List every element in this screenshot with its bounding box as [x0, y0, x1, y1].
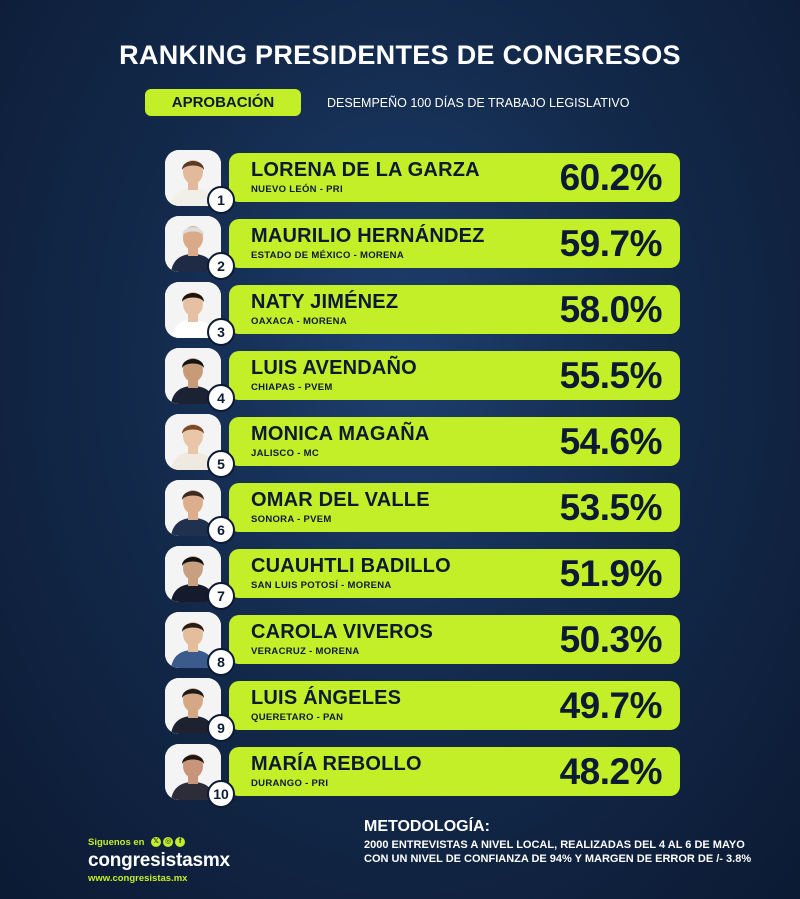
approval-percentage: 58.0%: [559, 289, 663, 330]
ranking-row: CUAUHTLI BADILLO SAN LUIS POTOSÍ - MORENA…: [165, 546, 680, 610]
rank-badge: 5: [207, 450, 235, 478]
page-title: RANKING PRESIDENTES DE CONGRESOS: [119, 40, 681, 70]
x-icon[interactable]: 𝕏: [151, 837, 162, 848]
approval-percentage: 49.7%: [559, 685, 663, 726]
ranking-row: MARÍA REBOLLO DURANGO - PRI 48.2% 10: [165, 744, 680, 808]
rank-badge: 8: [207, 648, 235, 676]
ranking-row: MAURILIO HERNÁNDEZ ESTADO DE MÉXICO - MOR…: [165, 216, 680, 280]
legislator-name: NATY JIMÉNEZ: [251, 291, 399, 313]
legislator-name: MARÍA REBOLLO: [251, 753, 422, 775]
legislator-region: JALISCO - MC: [251, 448, 319, 459]
ranking-row: MONICA MAGAÑA JALISCO - MC 54.6% 5: [165, 414, 680, 478]
follow-label: Siguenos en: [88, 837, 145, 848]
approval-bar: MAURILIO HERNÁNDEZ ESTADO DE MÉXICO - MOR…: [229, 219, 680, 268]
approval-percentage: 50.3%: [559, 619, 663, 660]
approval-bar: OMAR DEL VALLE SONORA - PVEM 53.5%: [229, 483, 680, 532]
ranking-row: OMAR DEL VALLE SONORA - PVEM 53.5% 6: [165, 480, 680, 544]
rank-badge: 10: [207, 780, 235, 808]
rank-badge: 3: [207, 318, 235, 346]
legislator-name: MONICA MAGAÑA: [251, 423, 430, 445]
ranking-row: CAROLA VIVEROS VERACRUZ - MORENA 50.3% 8: [165, 612, 680, 676]
legislator-name: CAROLA VIVEROS: [251, 621, 434, 643]
legislator-name: CUAUHTLI BADILLO: [251, 555, 451, 577]
rank-badge: 4: [207, 384, 235, 412]
ranking-row: LUIS ÁNGELES QUERETARO - PAN 49.7% 9: [165, 678, 680, 742]
rank-badge: 2: [207, 252, 235, 280]
methodology-line-2: CON UN NIVEL DE CONFIANZA DE 94% Y MARGE…: [364, 853, 752, 865]
legislator-region: ESTADO DE MÉXICO - MORENA: [251, 250, 404, 261]
ranking-row: LORENA DE LA GARZA NUEVO LEÓN - PRI 60.2% 1: [165, 150, 680, 214]
rank-badge: 9: [207, 714, 235, 742]
approval-bar: NATY JIMÉNEZ OAXACA - MORENA 58.0%: [229, 285, 680, 334]
facebook-icon[interactable]: f: [175, 837, 186, 848]
approval-bar: CUAUHTLI BADILLO SAN LUIS POTOSÍ - MORENA…: [229, 549, 680, 598]
legislator-name: MAURILIO HERNÁNDEZ: [251, 225, 485, 247]
approval-percentage: 54.6%: [559, 421, 663, 462]
brand-name: congresistasmx: [88, 850, 230, 871]
ranking-row: NATY JIMÉNEZ OAXACA - MORENA 58.0% 3: [165, 282, 680, 346]
legislator-region: CHIAPAS - PVEM: [251, 382, 333, 393]
legislator-region: VERACRUZ - MORENA: [251, 646, 360, 657]
approval-bar: MONICA MAGAÑA JALISCO - MC 54.6%: [229, 417, 680, 466]
legislator-region: SAN LUIS POTOSÍ - MORENA: [251, 580, 392, 591]
approval-bar: CAROLA VIVEROS VERACRUZ - MORENA 50.3%: [229, 615, 680, 664]
page-subtitle: DESEMPEÑO 100 DÍAS DE TRABAJO LEGISLATIV…: [327, 96, 630, 110]
legislator-name: LUIS AVENDAÑO: [251, 357, 417, 379]
approval-percentage: 59.7%: [559, 223, 663, 264]
approval-percentage: 48.2%: [559, 751, 663, 792]
legislator-region: QUERETARO - PAN: [251, 712, 344, 723]
legislator-name: LORENA DE LA GARZA: [251, 159, 480, 181]
rank-badge: 7: [207, 582, 235, 610]
rank-badge: 6: [207, 516, 235, 544]
methodology-title: METODOLOGÍA:: [364, 818, 490, 835]
legislator-name: LUIS ÁNGELES: [251, 687, 402, 709]
legislator-name: OMAR DEL VALLE: [251, 489, 430, 511]
approval-bar: MARÍA REBOLLO DURANGO - PRI 48.2%: [229, 747, 680, 796]
approval-bar: LUIS AVENDAÑO CHIAPAS - PVEM 55.5%: [229, 351, 680, 400]
legislator-region: DURANGO - PRI: [251, 778, 329, 789]
approval-badge: APROBACIÓN: [145, 89, 301, 116]
methodology-line-1: 2000 ENTREVISTAS A NIVEL LOCAL, REALIZAD…: [364, 839, 745, 851]
approval-percentage: 55.5%: [559, 355, 663, 396]
approval-percentage: 51.9%: [559, 553, 663, 594]
instagram-icon[interactable]: ◎: [163, 837, 174, 848]
social-icons: 𝕏 ◎ f: [151, 837, 186, 848]
legislator-region: NUEVO LEÓN - PRI: [251, 184, 343, 195]
legislator-region: OAXACA - MORENA: [251, 316, 347, 327]
rank-badge: 1: [207, 186, 235, 214]
legislator-photo: [165, 480, 221, 536]
ranking-row: LUIS AVENDAÑO CHIAPAS - PVEM 55.5% 4: [165, 348, 680, 412]
legislator-region: SONORA - PVEM: [251, 514, 332, 525]
approval-bar: LUIS ÁNGELES QUERETARO - PAN 49.7%: [229, 681, 680, 730]
approval-percentage: 53.5%: [559, 487, 663, 528]
follow-us: Siguenos en 𝕏 ◎ f: [88, 837, 186, 848]
approval-percentage: 60.2%: [559, 157, 663, 198]
website-link[interactable]: www.congresistas.mx: [88, 873, 188, 884]
approval-bar: LORENA DE LA GARZA NUEVO LEÓN - PRI 60.2%: [229, 153, 680, 202]
